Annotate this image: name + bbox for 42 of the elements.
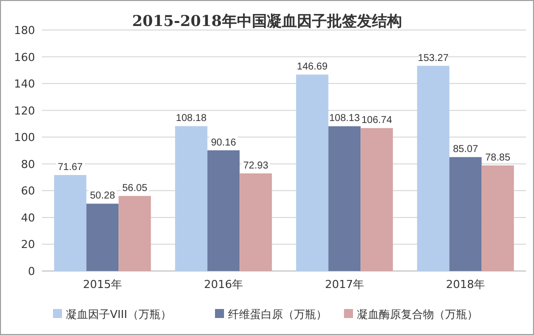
legend-label: 凝血因子VIII（万瓶） (66, 308, 172, 321)
x-tick-label: 2016年 (204, 278, 243, 291)
bar (360, 128, 393, 271)
bar (482, 165, 514, 271)
bar (449, 157, 482, 271)
data-label: 108.13 (329, 113, 360, 124)
data-label: 71.67 (58, 162, 84, 174)
bar (54, 175, 86, 271)
data-label: 78.85 (485, 152, 511, 164)
bar (175, 126, 208, 271)
data-label: 72.93 (243, 160, 269, 172)
y-tick-label: 40 (21, 211, 35, 224)
bar (118, 196, 151, 271)
data-label: 90.16 (210, 137, 236, 148)
legend-label: 凝血酶原复合物（万瓶） (357, 308, 478, 321)
chart-title: 2015-2018年中国凝血因子批签发结构 (132, 12, 402, 30)
y-tick-label: 80 (21, 158, 35, 171)
bar (207, 150, 240, 271)
bar (417, 66, 450, 271)
y-tick-label: 0 (28, 265, 35, 278)
data-label: 106.74 (361, 115, 392, 126)
x-tick-label: 2018年 (446, 278, 485, 291)
x-tick-label: 2017年 (325, 278, 364, 291)
x-tick-label: 2015年 (83, 278, 122, 291)
data-label: 108.18 (176, 113, 207, 124)
y-tick-label: 100 (14, 131, 35, 144)
data-label: 56.05 (122, 182, 148, 194)
y-tick-label: 180 (14, 24, 35, 37)
data-label: 50.28 (90, 190, 116, 202)
bar (86, 204, 119, 271)
data-label: 85.07 (452, 144, 478, 156)
bar (296, 74, 328, 271)
y-tick-label: 20 (21, 238, 35, 252)
legend-label: 纤维蛋白原（万瓶） (228, 308, 327, 321)
data-label: 153.27 (418, 52, 449, 64)
y-tick-label: 120 (14, 104, 35, 118)
bar (328, 126, 361, 271)
y-tick-label: 160 (14, 50, 35, 64)
bar (240, 173, 272, 271)
y-tick-label: 140 (14, 78, 35, 91)
data-label: 146.69 (296, 62, 328, 73)
y-tick-label: 60 (21, 184, 35, 198)
